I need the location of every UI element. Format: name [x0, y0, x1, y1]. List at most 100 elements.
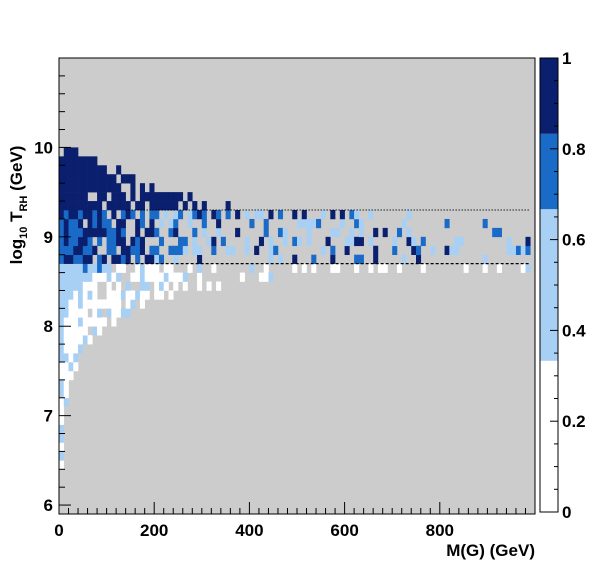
heatmap-cell [254, 245, 260, 256]
heatmap-cell [116, 201, 122, 211]
heatmap-cell [192, 236, 198, 247]
heatmap-cell [63, 165, 69, 175]
heatmap-cell [59, 388, 65, 399]
heatmap-cell [216, 218, 222, 229]
heatmap-cell [92, 165, 98, 175]
heatmap-cell [154, 245, 160, 256]
heatmap-cell [63, 227, 69, 238]
heatmap-cell [59, 210, 65, 220]
heatmap-cell [63, 299, 69, 309]
heatmap-cell [344, 245, 350, 256]
heatmap-cell [330, 227, 336, 238]
heatmap-cell [106, 174, 112, 184]
heatmap-cell [292, 236, 298, 247]
plot-background [59, 58, 535, 514]
heatmap-cell [78, 192, 84, 202]
heatmap-cell [120, 210, 126, 220]
heatmap-cell [59, 174, 65, 184]
heatmap-cell [106, 308, 112, 318]
heatmap-cell [78, 281, 84, 291]
heatmap-cell [120, 254, 126, 264]
heatmap-cell [59, 353, 65, 363]
heatmap-cell [59, 362, 65, 372]
heatmap-cell [63, 317, 69, 327]
heatmap-cell [406, 210, 412, 220]
heatmap-cell [178, 236, 184, 247]
heatmap-cell [73, 156, 79, 166]
heatmap-cell [101, 272, 107, 282]
heatmap-cell [411, 236, 417, 247]
heatmap-cell [73, 245, 79, 256]
heatmap-cell [120, 174, 126, 184]
heatmap-cell [68, 245, 74, 256]
heatmap-cell [73, 326, 79, 336]
heatmap-cell [268, 245, 274, 256]
heatmap-cell [139, 201, 145, 211]
heatmap-cell [120, 201, 126, 211]
heatmap-cell [135, 290, 141, 300]
heatmap-cell [163, 192, 169, 202]
heatmap-cell [396, 263, 403, 273]
heatmap-cell [320, 245, 326, 256]
heatmap-cell [59, 335, 65, 345]
heatmap-cell [63, 290, 69, 300]
heatmap-cell [158, 236, 165, 247]
heatmap-cell [482, 263, 488, 273]
heatmap-cell [73, 254, 79, 264]
heatmap-cell [111, 299, 117, 309]
heatmap-cell [73, 201, 79, 211]
colorbar-tick-label: 0.6 [562, 231, 586, 250]
heatmap-cell [82, 245, 88, 256]
heatmap-cell [78, 317, 84, 327]
heatmap-cell [139, 183, 145, 193]
heatmap-cell [73, 272, 79, 282]
heatmap-cell [216, 281, 222, 291]
heatmap-cell [292, 263, 298, 273]
heatmap-cell [59, 326, 65, 336]
heatmap-cell [82, 290, 88, 300]
heatmap-cell [106, 227, 112, 238]
heatmap-cell [416, 254, 422, 264]
heatmap-cell [78, 210, 84, 220]
heatmap-cell [68, 299, 74, 309]
heatmap-cell [59, 451, 65, 461]
heatmap-cell [106, 183, 112, 193]
heatmap-cell [78, 272, 84, 282]
heatmap-cell [120, 308, 126, 318]
heatmap-cell [125, 254, 131, 264]
heatmap-cell [201, 218, 207, 229]
heatmap-cell [68, 362, 74, 372]
heatmap-cell [63, 353, 69, 363]
heatmap-cell [59, 263, 65, 273]
heatmap-cell [249, 218, 255, 229]
heatmap-cell [154, 201, 160, 211]
heatmap-cell [301, 218, 307, 229]
heatmap-cell [87, 210, 93, 220]
y-axis: 6 7 8 9 10 [34, 75, 71, 515]
heatmap-cell [330, 210, 336, 220]
heatmap-cell [97, 183, 103, 193]
heatmap-cell [277, 210, 284, 220]
heatmap-cell [139, 192, 145, 202]
reference-lines [125, 209, 531, 265]
heatmap-cell [87, 272, 93, 282]
heatmap-cell [125, 308, 131, 318]
heatmap-cell [101, 192, 107, 202]
heatmap-cell [149, 218, 155, 229]
heatmap-cell [515, 245, 522, 256]
heatmap-cell [373, 227, 379, 238]
heatmap-cell [82, 254, 88, 264]
y-axis-title: log10 TRH (GeV) [7, 146, 30, 265]
heatmap-cell [154, 281, 160, 291]
heatmap-cell [149, 254, 155, 264]
heatmap-cell [187, 263, 193, 273]
heatmap-cell [59, 201, 65, 211]
heatmap-cell [163, 272, 169, 282]
heatmap-cell [506, 245, 512, 256]
heatmap-cell [139, 290, 145, 300]
heatmap-cell [130, 174, 136, 184]
heatmap-cell [173, 245, 179, 256]
heatmap-cell [168, 201, 174, 211]
x-tick-label: 800 [426, 521, 454, 540]
heatmap-cell [82, 335, 88, 345]
